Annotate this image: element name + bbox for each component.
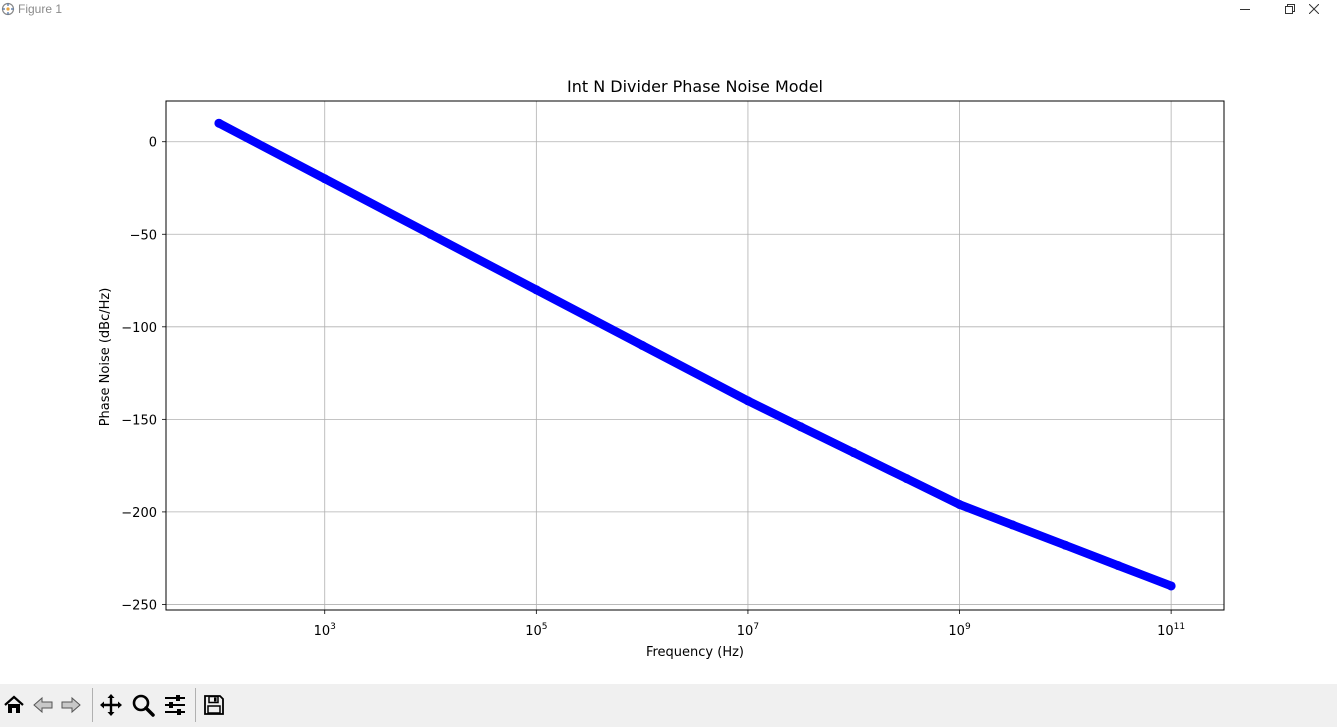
- minimize-icon: [1240, 9, 1250, 10]
- configure-subplots-icon: [165, 695, 185, 715]
- back-button[interactable]: [29, 690, 57, 720]
- back-icon: [33, 696, 53, 714]
- y-tick-label: −150: [121, 413, 157, 428]
- data-point: [902, 474, 912, 484]
- forward-icon: [61, 696, 81, 714]
- close-button[interactable]: [1291, 0, 1337, 18]
- configure-subplots-button[interactable]: [161, 690, 189, 720]
- x-tick-label: 105: [525, 622, 547, 639]
- home-button[interactable]: [0, 690, 28, 720]
- x-tick-label: 109: [948, 622, 971, 639]
- zoom-button[interactable]: [129, 690, 157, 720]
- data-point: [743, 396, 753, 406]
- grid-lines: [166, 101, 1224, 610]
- pan-icon: [100, 694, 122, 716]
- data-point: [1166, 581, 1176, 591]
- data-point: [1113, 561, 1123, 571]
- save-icon: [204, 695, 224, 715]
- x-tick-label: 107: [737, 622, 759, 639]
- chart-title: Int N Divider Phase Noise Model: [567, 77, 823, 96]
- data-point: [214, 118, 224, 128]
- data-point: [637, 340, 647, 350]
- plot-canvas[interactable]: Int N Divider Phase Noise Model 103 105 10…: [0, 20, 1337, 684]
- y-axis-ticks: 0 −50 −100 −150 −200 −250: [121, 136, 166, 613]
- restore-icon: [1285, 4, 1295, 14]
- data-point: [531, 285, 541, 295]
- pan-button[interactable]: [97, 690, 125, 720]
- restore-button[interactable]: [1267, 0, 1313, 18]
- toolbar-separator: [92, 688, 93, 722]
- data-point: [426, 229, 436, 239]
- axes-frame: [165, 100, 1225, 611]
- x-tick-label: 103: [314, 622, 336, 639]
- data-point: [320, 174, 330, 184]
- data-point: [849, 448, 859, 458]
- toolbar-separator: [195, 688, 196, 722]
- save-button[interactable]: [200, 690, 228, 720]
- y-tick-label: 0: [149, 136, 157, 151]
- forward-button[interactable]: [57, 690, 85, 720]
- matplotlib-app-icon: [1, 2, 15, 16]
- home-icon: [4, 695, 24, 713]
- window-title: Figure 1: [18, 2, 63, 16]
- data-point: [1007, 520, 1017, 530]
- y-axis-label: Phase Noise (dBc/Hz): [98, 288, 113, 427]
- data-point: [955, 499, 965, 509]
- y-tick-label: −50: [130, 228, 157, 243]
- y-tick-label: −200: [121, 506, 157, 521]
- y-tick-label: −250: [121, 598, 157, 613]
- series-line: [214, 118, 1176, 591]
- window-titlebar: Figure 1: [0, 0, 1337, 20]
- navigation-toolbar: [0, 684, 1337, 727]
- zoom-icon: [132, 694, 155, 717]
- data-series: [214, 118, 1176, 591]
- data-point: [796, 422, 806, 432]
- x-tick-label: 1011: [1157, 622, 1185, 639]
- x-axis-ticks: 103 105 107 109 1011: [314, 610, 1185, 639]
- close-icon: [1309, 4, 1319, 14]
- minimize-button[interactable]: [1222, 0, 1268, 18]
- data-point: [1060, 540, 1070, 550]
- y-tick-label: −100: [121, 321, 157, 336]
- x-axis-label: Frequency (Hz): [646, 645, 744, 660]
